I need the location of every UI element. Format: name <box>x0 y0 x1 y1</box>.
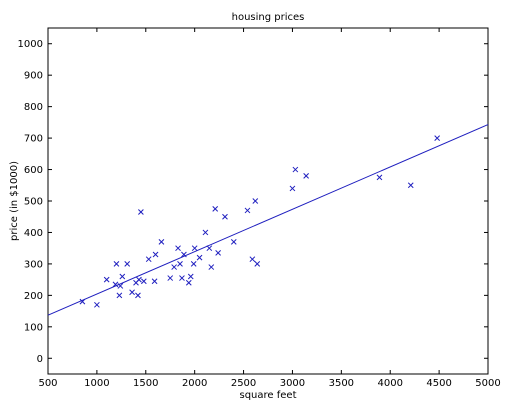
data-point-x-marker <box>252 198 259 204</box>
y-tick-label: 400 <box>24 228 43 239</box>
y-tick-label: 200 <box>24 291 43 302</box>
data-point-x-marker <box>175 245 181 252</box>
data-point-x-marker <box>79 298 86 305</box>
data-point-x-marker <box>113 261 120 267</box>
data-point-x-marker <box>187 273 194 280</box>
x-tick-label: 3500 <box>329 378 354 389</box>
fit-line-group <box>47 124 489 316</box>
data-point-x-marker <box>152 251 159 258</box>
data-points <box>79 135 441 308</box>
x-tick-label: 4500 <box>426 378 451 389</box>
x-tick-label: 2000 <box>182 378 207 389</box>
data-point-x-marker <box>116 292 123 299</box>
data-point-x-marker <box>202 229 209 236</box>
x-tick-label: 2500 <box>231 378 256 389</box>
x-axis-label: square feet <box>240 390 297 401</box>
data-point-x-marker <box>179 275 185 281</box>
data-point-x-marker <box>190 261 197 267</box>
data-point-x-marker <box>136 276 142 283</box>
x-axis-ticks: 500 1000 1500 2000 2500 3000 3500 4000 4500 5000 <box>38 28 501 389</box>
y-tick-label: 700 <box>24 134 43 145</box>
y-tick-label: 1000 <box>18 39 43 50</box>
x-tick-label: 1000 <box>84 378 109 389</box>
y-tick-label: 900 <box>24 71 43 82</box>
data-point-x-marker <box>289 185 296 192</box>
chart-title: housing prices <box>232 12 305 23</box>
x-tick-label: 1500 <box>133 378 158 389</box>
data-point-x-marker <box>145 256 152 263</box>
data-point-x-marker <box>135 292 141 299</box>
y-tick-label: 500 <box>24 197 43 208</box>
data-point-x-marker <box>140 278 147 285</box>
y-tick-label: 600 <box>24 165 43 176</box>
data-point-x-marker <box>112 281 119 288</box>
data-point-x-marker <box>206 245 213 252</box>
data-point-x-marker <box>222 213 228 220</box>
data-point-x-marker <box>254 261 261 267</box>
data-point-x-marker <box>177 261 183 267</box>
data-point-x-marker <box>191 245 198 252</box>
data-point-x-marker <box>376 174 383 181</box>
data-point-x-marker <box>215 250 221 256</box>
data-point-x-marker <box>244 207 251 214</box>
data-point-x-marker <box>434 135 441 141</box>
y-axis-label: price (in $1000) <box>9 161 20 241</box>
data-point-x-marker <box>208 264 215 270</box>
x-tick-label: 500 <box>38 378 57 389</box>
x-tick-label: 5000 <box>475 378 500 389</box>
plot-area <box>47 27 489 375</box>
data-point-x-marker <box>119 273 126 280</box>
data-point-x-marker <box>230 239 237 245</box>
data-point-x-marker <box>158 239 165 245</box>
data-point-x-marker <box>124 261 131 267</box>
y-tick-label: 800 <box>24 102 43 113</box>
data-point-x-marker <box>181 251 187 258</box>
fit-line <box>47 124 489 316</box>
y-axis-ticks: 0 100 200 300 400 500 600 700 800 900 1000 <box>18 39 488 365</box>
data-point-x-marker <box>171 264 177 270</box>
data-point-x-marker <box>151 278 158 285</box>
data-point-x-marker <box>292 166 299 173</box>
data-point-x-marker <box>117 283 124 289</box>
data-point-x-marker <box>407 182 414 189</box>
data-point-x-marker <box>94 301 100 308</box>
x-tick-label: 4000 <box>377 378 402 389</box>
data-point-x-marker <box>103 276 110 283</box>
data-point-x-marker <box>196 254 203 261</box>
data-point-x-marker <box>249 256 256 263</box>
data-point-x-marker <box>129 289 135 296</box>
data-point-x-marker <box>167 275 174 281</box>
data-point-x-marker <box>212 206 219 212</box>
y-tick-label: 100 <box>24 322 43 333</box>
data-point-x-marker <box>303 172 309 179</box>
data-point-x-marker <box>185 279 192 286</box>
y-tick-label: 0 <box>37 354 43 365</box>
data-point-x-marker <box>138 209 144 215</box>
y-tick-label: 300 <box>24 259 43 270</box>
x-tick-label: 3000 <box>280 378 305 389</box>
